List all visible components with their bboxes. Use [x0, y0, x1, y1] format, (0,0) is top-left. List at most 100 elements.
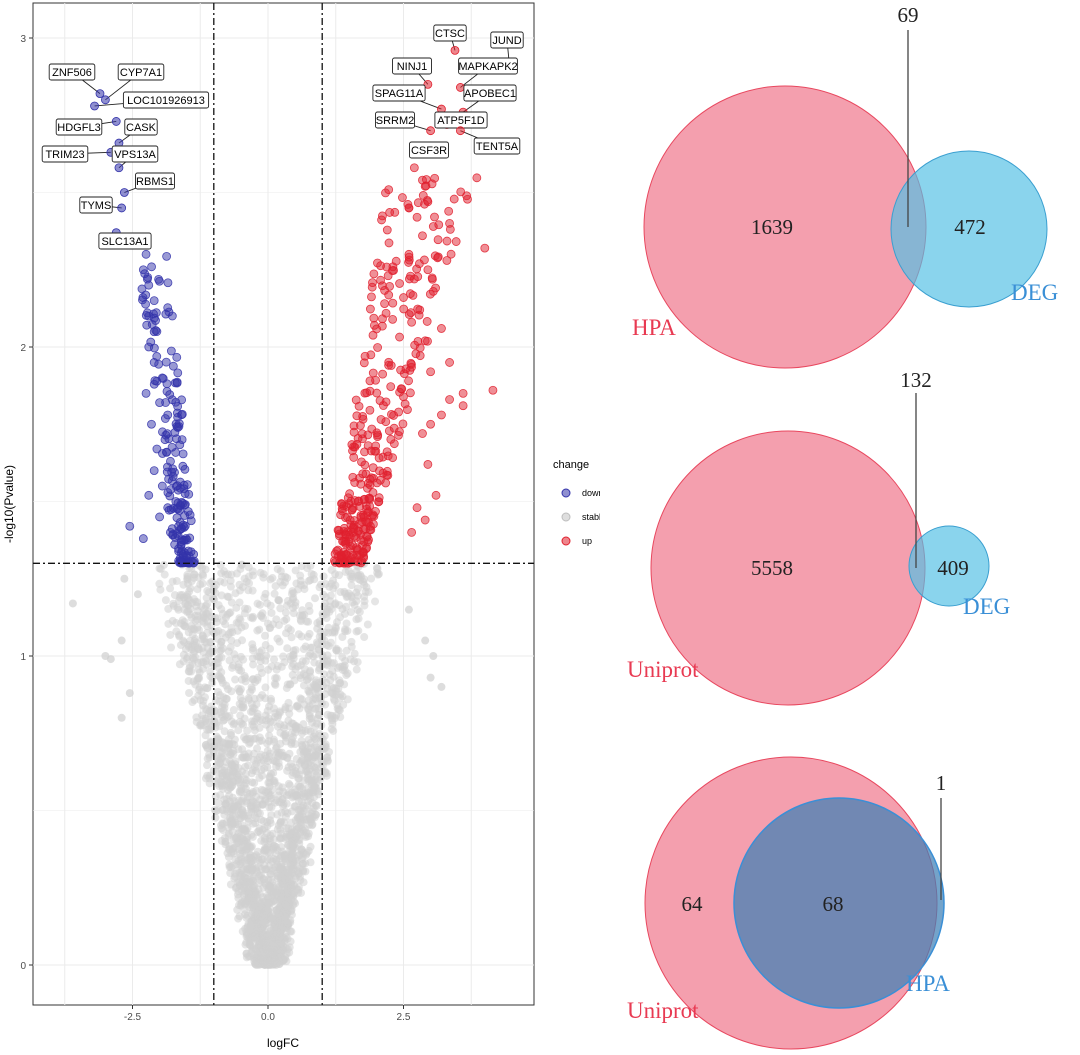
up-point: [423, 265, 433, 275]
stable-point: [164, 619, 173, 628]
stable-point: [199, 697, 208, 706]
stable-point: [185, 688, 194, 697]
up-point: [369, 320, 379, 330]
stable-point: [342, 593, 351, 602]
stable-point: [310, 575, 319, 584]
stable-point: [198, 643, 207, 652]
stable-point: [172, 577, 181, 586]
down-point: [144, 311, 154, 321]
up-point: [445, 358, 454, 367]
stable-point: [247, 934, 256, 943]
stable-point: [222, 795, 231, 804]
gene-label: CYP7A1: [120, 67, 162, 79]
up-point: [445, 218, 454, 228]
stable-point: [283, 754, 292, 763]
stable-point: [215, 653, 224, 662]
stable-point: [234, 770, 243, 779]
stable-point: [255, 723, 264, 732]
axis-ticks: -2.5 0.0 2.5 0 1 2 3: [20, 34, 410, 1023]
stable-point: [352, 665, 361, 674]
stable-point: [284, 624, 293, 633]
stable-point: [249, 920, 258, 929]
stable-point: [190, 696, 199, 705]
stable-point: [227, 598, 236, 607]
stable-point: [328, 711, 337, 720]
stable-point: [206, 637, 215, 646]
venn3-overlap-count: 68: [823, 892, 844, 916]
stable-point: [267, 935, 276, 944]
down-point: [147, 262, 156, 272]
stable-point: [229, 750, 238, 759]
down-point: [166, 456, 175, 466]
down-point: [185, 510, 195, 520]
stable-point: [219, 716, 228, 725]
stable-point: [276, 567, 285, 576]
down-point: [147, 419, 156, 429]
stable-point: [250, 763, 259, 772]
stable-point: [228, 628, 237, 637]
gene-label-box: [122, 91, 210, 109]
gene-label: SRRM2: [376, 115, 415, 127]
down-point: [174, 521, 183, 531]
stable-point: [340, 680, 349, 689]
stable-point: [206, 672, 215, 681]
stable-point: [260, 764, 269, 773]
down-point: [151, 308, 161, 318]
up-point: [354, 401, 364, 411]
down-point: [147, 320, 157, 329]
stable-point: [264, 875, 273, 884]
stable-point: [304, 696, 313, 705]
stable-point: [294, 805, 303, 814]
stable-point: [274, 621, 283, 630]
up-point: [360, 351, 370, 361]
venn2-only-uniprot-count: 5558: [751, 556, 793, 580]
stable-point: [331, 622, 340, 631]
stable-point: [253, 599, 262, 608]
gene-label: SLC13A1: [101, 236, 148, 248]
up-point: [362, 517, 372, 527]
stable-point: [258, 691, 267, 700]
gene-label-box: [409, 141, 449, 159]
stable-point: [342, 619, 351, 628]
gene-label-box: [372, 84, 426, 102]
down-point: [149, 466, 159, 476]
stable-point: [307, 809, 316, 818]
stable-point: [184, 601, 193, 610]
down-point: [172, 513, 182, 523]
stable-point: [215, 691, 224, 700]
stable-point: [191, 653, 200, 662]
stable-point: [254, 902, 263, 911]
stable-point: [287, 728, 296, 737]
stable-point: [261, 683, 270, 692]
stable-point: [237, 785, 246, 794]
down-point: [165, 491, 175, 501]
stable-point: [315, 710, 324, 719]
up-point: [412, 503, 422, 513]
stable-point: [249, 895, 258, 904]
up-point: [446, 249, 456, 259]
stable-point: [247, 685, 256, 694]
up-point: [423, 197, 433, 207]
stable-point: [314, 787, 323, 796]
stable-point: [170, 591, 179, 600]
stable-point: [288, 662, 297, 671]
stable-point: [291, 566, 300, 575]
stable-point: [222, 681, 231, 690]
down-point: [144, 490, 154, 500]
up-point: [433, 252, 443, 262]
venn2-label-deg: DEG: [963, 594, 1010, 619]
stable-point: [302, 676, 311, 685]
up-point: [391, 256, 401, 266]
stable-point: [363, 620, 372, 629]
gene-label-box: [463, 84, 517, 102]
labeled-gene-point: [90, 101, 99, 111]
stable-point: [264, 736, 273, 745]
up-point: [388, 314, 398, 324]
stable-point: [276, 604, 285, 613]
stable-point: [266, 883, 275, 892]
venn3-label-hpa: HPA: [906, 971, 950, 996]
stable-point: [198, 579, 207, 588]
stable-point: [352, 597, 361, 606]
up-point: [407, 317, 417, 327]
up-point: [332, 546, 342, 556]
